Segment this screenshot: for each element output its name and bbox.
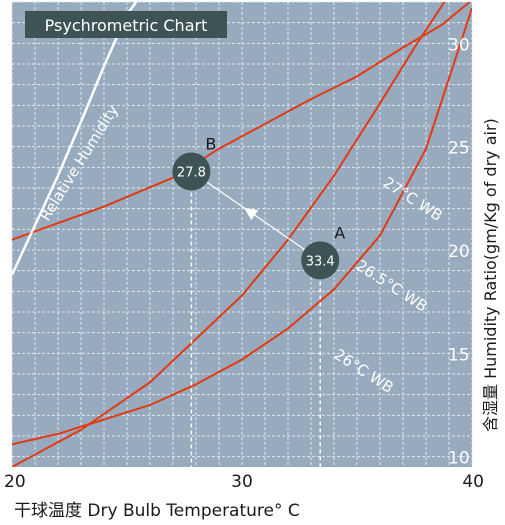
- x-tick-label: 30: [231, 472, 253, 492]
- chart-title: Psychrometric Chart: [45, 16, 208, 35]
- x-tick-label: 40: [462, 472, 484, 492]
- point-value-a: 33.4: [306, 254, 335, 269]
- y-axis-label: 含湿量 Humidity Ratio(gm/Kg of dry air): [481, 118, 500, 432]
- y-tick-label: 20: [448, 242, 470, 262]
- point-marker-b: [172, 152, 211, 191]
- points: 33.4 A 27.8 B: [172, 134, 345, 280]
- point-marker-a: [301, 241, 340, 280]
- title-box: Psychrometric Chart: [25, 11, 227, 38]
- title-background: [25, 11, 227, 38]
- point-label-a: A: [334, 223, 345, 242]
- y-tick-label: 10: [448, 449, 470, 469]
- point-label-b: B: [205, 134, 216, 153]
- process-arrow-icon: [244, 207, 259, 221]
- process-line: [191, 170, 321, 261]
- tick-labels: 20 30 40 10 15 20 25 30: [4, 35, 484, 492]
- y-tick-label: 15: [448, 345, 470, 365]
- point-value-b: 27.8: [177, 165, 206, 180]
- x-axis-label: 干球温度 Dry Bulb Temperature° C: [14, 501, 300, 521]
- y-tick-label: 25: [448, 139, 470, 159]
- guide-lines: [190, 170, 321, 467]
- y-tick-label: 30: [448, 35, 470, 55]
- grid: [11, 1, 473, 467]
- series-line-2: [12, 2, 446, 467]
- x-tick-label: 20: [4, 472, 26, 492]
